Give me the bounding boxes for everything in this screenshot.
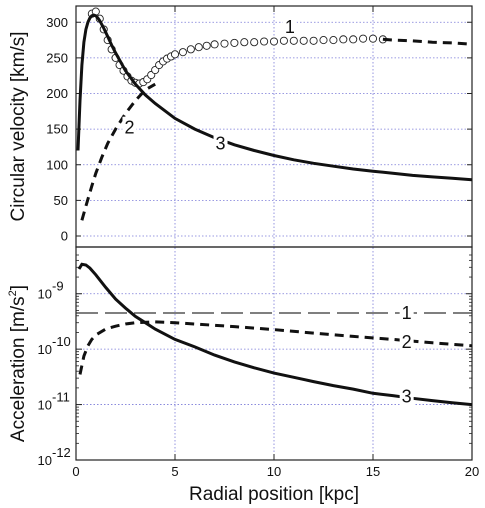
y-tick-label: 10 <box>38 453 52 468</box>
series-2-line <box>78 320 472 375</box>
data-point <box>309 36 318 45</box>
y-tick-exponent: -12 <box>52 445 71 460</box>
y-tick-label: 10 <box>38 398 52 413</box>
data-point <box>230 38 239 47</box>
data-point <box>240 38 249 47</box>
data-point <box>359 34 368 43</box>
curve-label-1: 1 <box>285 17 295 37</box>
y-tick-label: 50 <box>54 193 68 208</box>
data-point <box>329 36 338 45</box>
axis-title-part: ] <box>8 285 29 290</box>
top-curve-labels: 1 2 3 <box>122 16 297 153</box>
x-tick-label: 15 <box>366 464 380 479</box>
top-y-axis-title: Circular velocity [km/s] <box>8 31 29 221</box>
curve-label-2: 2 <box>124 118 134 138</box>
axis-title-superscript: 2 <box>7 290 19 296</box>
curve-label-backdrop <box>282 16 297 37</box>
y-tick-label: 10 <box>38 287 52 302</box>
x-ticks: 0 5 10 15 20 <box>72 6 479 479</box>
y-tick-label: 300 <box>46 15 68 30</box>
curve-label-backdrop <box>213 132 228 153</box>
x-axis-title: Radial position [kpc] <box>189 484 359 505</box>
data-point <box>186 45 195 54</box>
data-point <box>250 38 259 47</box>
data-point <box>299 36 308 45</box>
x-tick-label: 0 <box>72 464 79 479</box>
axis-title-part: Acceleration [m/s <box>8 296 29 442</box>
series-1-markers <box>87 7 387 88</box>
y-tick-label: 100 <box>46 157 68 172</box>
curve-label-backdrop <box>122 116 137 137</box>
bottom-y-axis-title: Acceleration [m/s2] <box>7 285 29 442</box>
data-point <box>210 40 219 49</box>
series-3-line <box>76 13 472 182</box>
series-3-line <box>77 262 472 407</box>
data-point <box>178 48 187 57</box>
data-point <box>319 36 328 45</box>
y-tick-exponent: -10 <box>52 334 71 349</box>
top-series-group <box>76 7 472 221</box>
data-point <box>170 50 180 59</box>
series-1-line <box>382 37 472 46</box>
data-point <box>339 35 348 44</box>
curve-label-3: 3 <box>402 386 412 406</box>
series-2-line <box>80 82 156 221</box>
curve-label-1: 1 <box>402 303 412 323</box>
x-tick-label: 5 <box>171 464 178 479</box>
data-point <box>349 35 358 44</box>
data-point <box>194 43 203 52</box>
data-point <box>279 36 288 45</box>
bottom-curve-labels: 1 2 3 <box>399 301 414 406</box>
x-tick-label: 20 <box>465 464 479 479</box>
x-tick-label: 10 <box>267 464 281 479</box>
y-tick-exponent: -9 <box>52 279 64 294</box>
y-tick-label: 250 <box>46 50 68 65</box>
data-point <box>368 34 378 43</box>
y-tick-label: 150 <box>46 122 68 137</box>
data-point <box>220 39 229 48</box>
curve-label-2: 2 <box>402 332 412 352</box>
data-point <box>260 37 269 46</box>
curve-label-backdrop <box>399 330 414 351</box>
y-tick-label: 200 <box>46 86 68 101</box>
curve-label-backdrop <box>399 385 414 406</box>
y-tick-label: 0 <box>61 229 68 244</box>
data-point <box>269 37 279 46</box>
curve-label-3: 3 <box>216 133 226 153</box>
top-y-ticks: 0 50 100 150 200 250 300 <box>46 15 472 244</box>
y-tick-exponent: -11 <box>52 390 70 405</box>
data-point <box>202 41 211 50</box>
data-point <box>289 36 298 45</box>
y-tick-label: 10 <box>38 342 52 357</box>
curve-label-backdrop <box>399 301 414 322</box>
